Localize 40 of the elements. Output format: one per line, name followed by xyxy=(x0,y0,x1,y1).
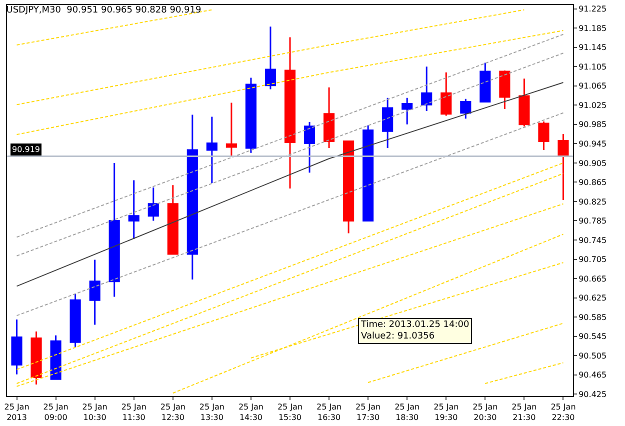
y-tick-label: 90.625 xyxy=(578,294,607,303)
x-tick-label: 25 Jan 20:30 xyxy=(472,402,498,422)
annotation: Time: 2013.01.25 14:00 xyxy=(360,320,470,330)
y-tick-label: 90.825 xyxy=(578,197,607,206)
x-tick-label: 25 Jan 15:30 xyxy=(277,402,303,422)
chart-title: USDJPY,M30 90.951 90.965 90.828 90.919 xyxy=(6,6,202,16)
x-tick-label: 25 Jan 13:30 xyxy=(199,402,224,422)
annotation: Value2: 91.0356 xyxy=(361,332,435,342)
y-tick-label: 91.105 xyxy=(578,62,607,72)
y-tick-label: 90.945 xyxy=(578,139,607,148)
ref-line-label: 90.919 xyxy=(12,145,40,154)
x-tick-label: 25 Jan 09:00 xyxy=(43,402,68,422)
y-tick-label: 90.785 xyxy=(578,216,607,226)
x-tick-label: 25 Jan 19:30 xyxy=(434,402,459,422)
x-tick-label: 25 Jan 18:30 xyxy=(394,402,420,422)
y-tick-label: 91.225 xyxy=(578,4,607,14)
y-tick-label: 90.665 xyxy=(578,274,607,284)
x-tick-label: 25 Jan 11:30 xyxy=(121,402,146,422)
y-tick-label: 90.745 xyxy=(578,236,607,245)
y-tick-label: 90.425 xyxy=(578,390,607,399)
y-tick-label: 90.505 xyxy=(578,351,607,360)
y-tick-label: 91.065 xyxy=(578,82,607,91)
y-tick-label: 90.905 xyxy=(578,158,607,168)
x-tick-label: 25 Jan 10:30 xyxy=(82,402,108,422)
y-tick-label: 90.865 xyxy=(578,178,607,187)
y-tick-label: 91.185 xyxy=(578,24,607,33)
y-tick-label: 91.025 xyxy=(578,100,607,110)
y-tick-label: 91.145 xyxy=(578,43,607,52)
x-tick-label: 25 Jan 14:30 xyxy=(238,402,264,422)
y-tick-label: 90.465 xyxy=(578,370,607,380)
y-tick-label: 90.985 xyxy=(578,120,607,130)
y-tick-label: 90.705 xyxy=(578,255,607,264)
x-tick-label: 25 Jan 21:30 xyxy=(512,402,537,422)
x-tick-label: 25 Jan 12:30 xyxy=(160,402,186,422)
x-tick-label: 25 Jan 17:30 xyxy=(356,402,381,422)
y-tick-label: 90.585 xyxy=(578,312,607,322)
x-tick-label: 25 Jan 16:30 xyxy=(316,402,342,422)
x-tick-label: 25 Jan 2013 xyxy=(4,402,30,422)
y-tick-label: 90.545 xyxy=(578,332,607,342)
x-tick-label: 25 Jan 22:30 xyxy=(550,402,576,422)
